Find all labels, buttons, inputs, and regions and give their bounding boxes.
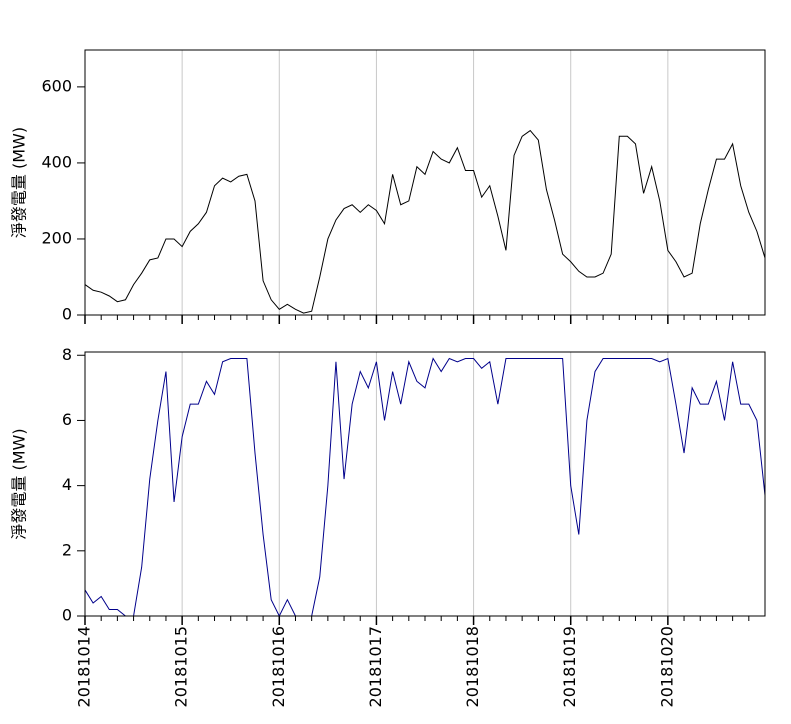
y-axis-label: 淨發電量 (MW) (10, 127, 29, 238)
y-tick-label: 2 (62, 540, 72, 559)
x-tick-label: 20181019 (560, 626, 579, 707)
y-tick-label: 0 (62, 606, 72, 625)
x-tick-label: 20181017 (366, 626, 385, 707)
y-tick-label: 6 (62, 410, 72, 429)
y-axis-label: 淨發電量 (MW) (10, 428, 29, 539)
data-line (84, 357, 766, 618)
x-tick-label: 20181014 (75, 626, 94, 707)
y-tick-label: 0 (62, 305, 72, 324)
y-tick-label: 600 (41, 76, 72, 95)
y-tick-label: 400 (41, 152, 72, 171)
y-tick-label: 4 (62, 475, 72, 494)
plot-frame (84, 351, 766, 617)
x-tick-label: 20181020 (657, 626, 676, 707)
plot-frame (84, 49, 766, 316)
y-tick-label: 200 (41, 228, 72, 247)
x-tick-label: 20181015 (172, 626, 191, 707)
data-line (84, 129, 766, 314)
x-tick-label: 20181018 (463, 626, 482, 707)
y-tick-label: 8 (62, 345, 72, 364)
x-tick-label: 20181016 (269, 626, 288, 707)
